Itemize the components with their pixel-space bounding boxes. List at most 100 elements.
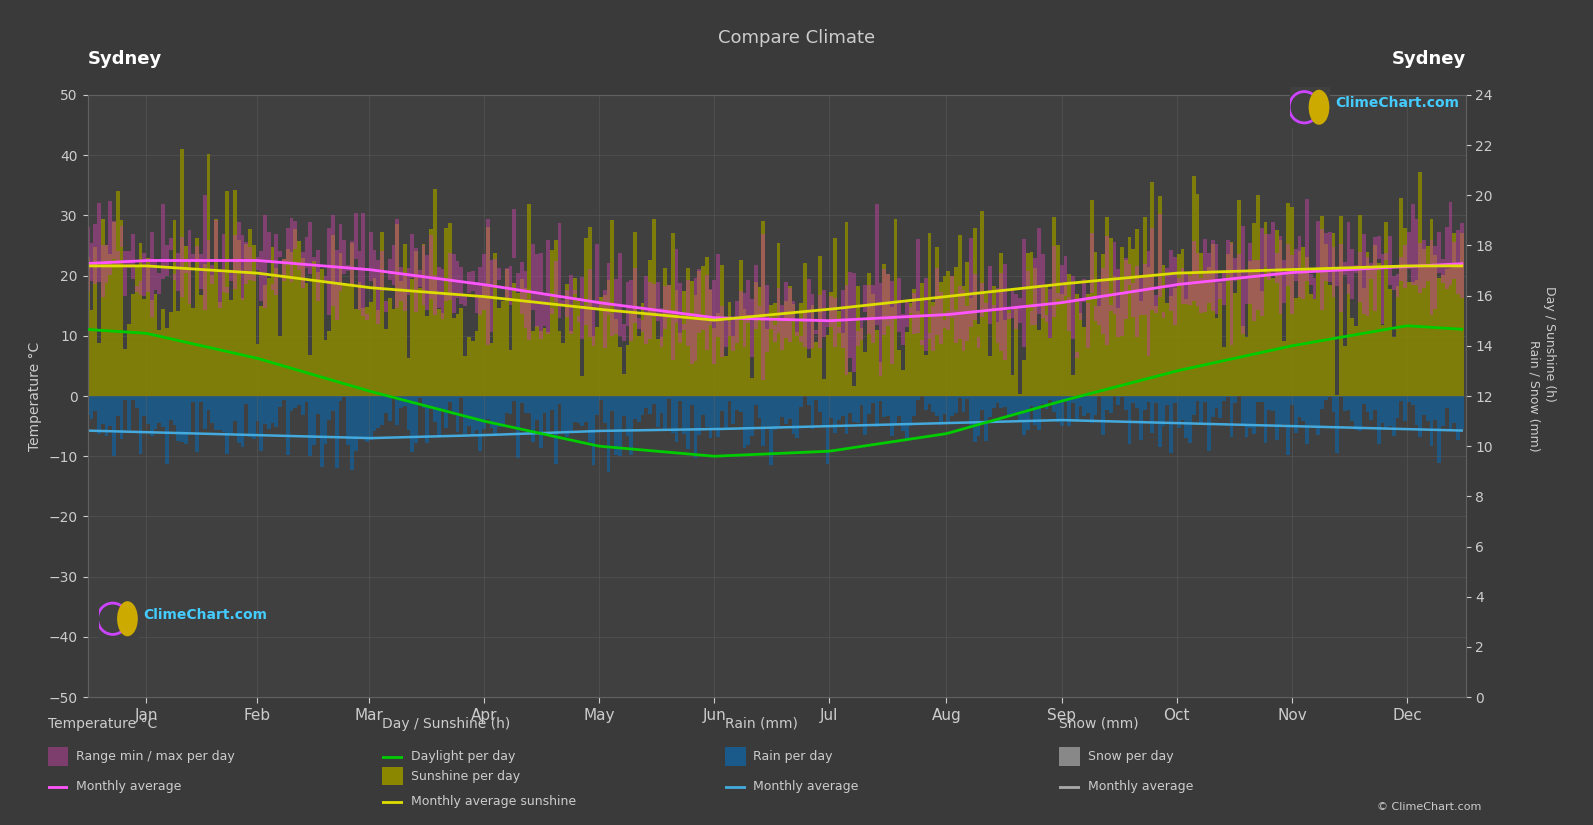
Bar [516, 396, 519, 458]
Bar [147, 257, 150, 396]
Bar [742, 293, 747, 347]
Bar [112, 396, 116, 456]
Bar [282, 396, 285, 400]
Bar [161, 204, 166, 279]
Bar [1415, 219, 1418, 285]
Bar [335, 285, 339, 396]
Bar [1324, 244, 1329, 396]
Bar [312, 261, 315, 396]
Bar [1423, 248, 1426, 396]
Bar [618, 347, 621, 396]
Bar [916, 239, 921, 333]
Bar [1274, 252, 1279, 283]
Bar [1029, 396, 1034, 406]
Bar [687, 267, 690, 396]
Bar [1346, 396, 1351, 410]
Bar [819, 257, 822, 396]
Bar [825, 335, 830, 396]
Bar [833, 298, 836, 347]
Bar [784, 396, 789, 424]
Bar [1078, 313, 1082, 396]
Bar [792, 396, 795, 434]
Bar [1037, 330, 1040, 396]
Bar [720, 265, 723, 396]
Bar [244, 396, 249, 403]
Bar [241, 298, 244, 396]
Bar [475, 396, 478, 431]
Bar [554, 240, 558, 396]
Bar [1395, 274, 1400, 297]
Bar [1150, 182, 1153, 396]
Bar [883, 270, 886, 335]
Bar [1196, 195, 1200, 396]
Bar [516, 293, 519, 396]
Bar [1400, 396, 1403, 401]
Bar [1340, 216, 1343, 396]
Bar [1301, 270, 1305, 299]
Bar [1407, 232, 1411, 269]
Bar [241, 396, 244, 447]
Bar [811, 396, 814, 429]
Bar [384, 329, 387, 396]
Bar [1442, 259, 1445, 283]
Bar [957, 286, 962, 339]
Bar [962, 290, 965, 351]
Bar [913, 289, 916, 396]
Bar [675, 249, 679, 323]
Bar [1244, 337, 1249, 396]
Bar [1365, 257, 1370, 316]
Bar [1445, 269, 1448, 396]
Bar [588, 227, 591, 396]
Bar [954, 396, 957, 413]
Bar [577, 316, 580, 322]
Bar [1411, 281, 1415, 396]
Bar [478, 298, 483, 396]
Bar [1098, 282, 1101, 325]
Bar [992, 396, 996, 408]
Bar [513, 283, 516, 396]
Bar [100, 219, 105, 396]
Bar [135, 396, 139, 408]
Bar [153, 396, 158, 429]
Bar [530, 396, 535, 442]
Bar [977, 396, 980, 436]
Bar [1018, 396, 1023, 422]
Bar [626, 396, 629, 436]
Bar [747, 315, 750, 396]
Bar [761, 234, 765, 380]
Bar [566, 290, 569, 318]
Bar [183, 267, 188, 273]
Bar [1203, 271, 1207, 396]
Bar [566, 285, 569, 396]
Bar [108, 254, 112, 396]
Bar [890, 307, 894, 396]
Bar [169, 396, 172, 420]
Bar [1139, 300, 1142, 396]
Bar [992, 285, 996, 396]
Bar [566, 396, 569, 436]
Bar [483, 286, 486, 396]
Bar [1373, 237, 1376, 311]
Bar [1357, 396, 1362, 431]
Bar [814, 330, 819, 334]
Bar [973, 229, 977, 396]
Bar [433, 189, 436, 396]
Bar [1321, 229, 1324, 310]
Bar [890, 396, 894, 436]
Bar [894, 219, 897, 396]
Bar [486, 219, 489, 345]
Bar [596, 396, 599, 415]
Bar [969, 238, 973, 327]
Bar [237, 396, 241, 443]
Bar [538, 253, 543, 338]
Bar [172, 396, 177, 425]
Bar [822, 379, 825, 396]
Bar [1238, 254, 1241, 278]
Bar [100, 396, 105, 424]
Bar [384, 396, 387, 412]
Bar [860, 328, 863, 396]
Bar [1222, 396, 1227, 402]
Bar [1255, 195, 1260, 396]
Bar [1268, 272, 1271, 396]
Bar [965, 396, 969, 399]
